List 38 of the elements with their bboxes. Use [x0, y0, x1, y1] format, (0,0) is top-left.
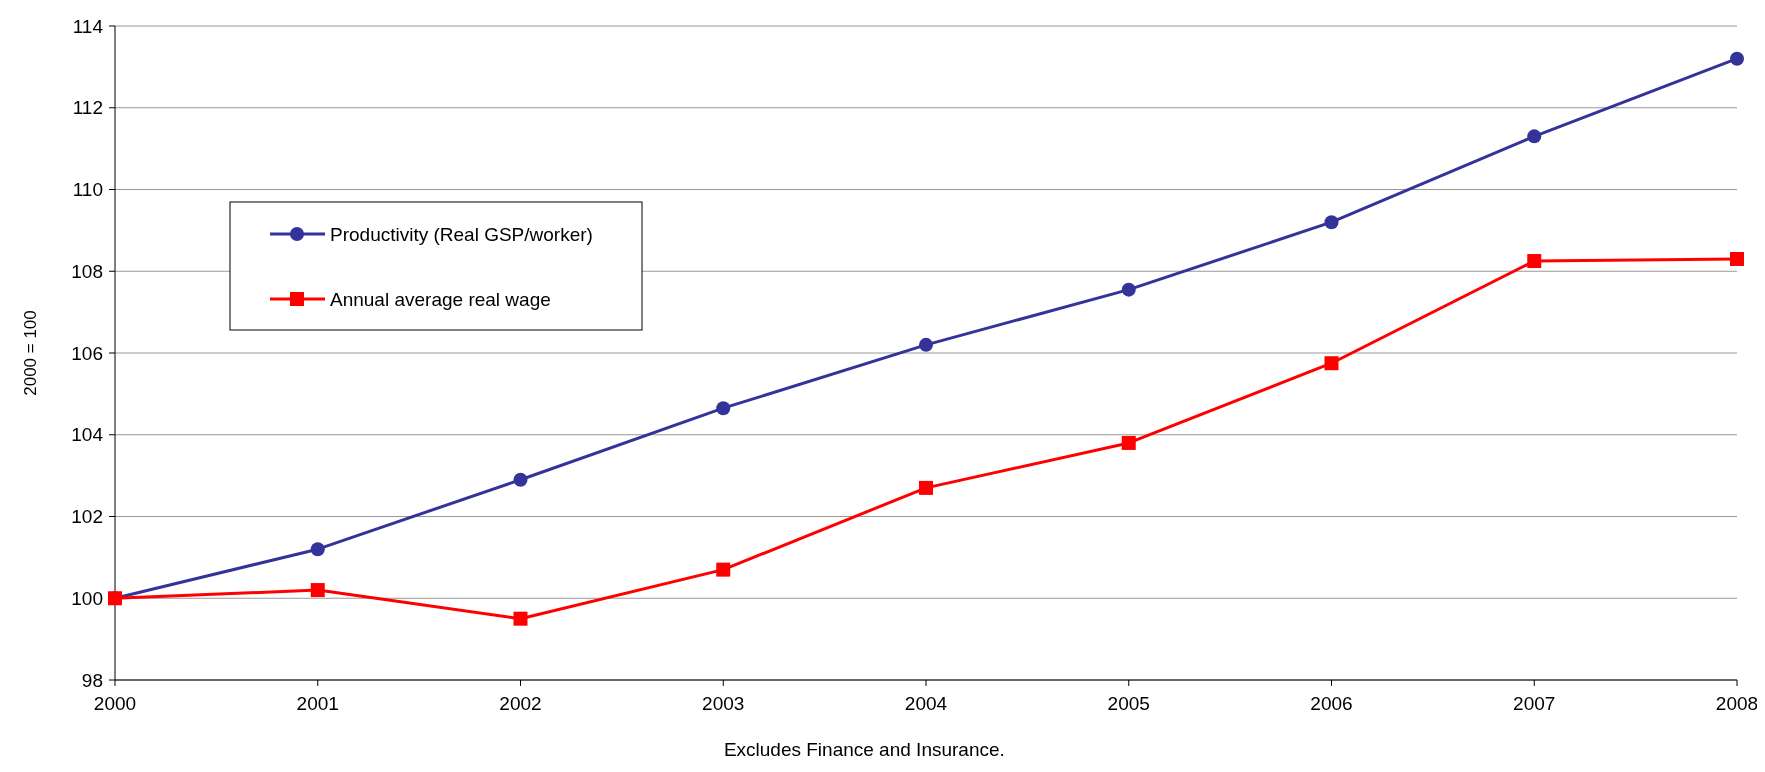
- point: [1324, 356, 1339, 371]
- point: [513, 472, 528, 487]
- point: [513, 611, 528, 626]
- x-tick-label: 2008: [1715, 693, 1759, 714]
- x-tick-label: 2003: [702, 693, 745, 714]
- y-tick-label: 100: [71, 587, 103, 609]
- point: [1730, 251, 1744, 266]
- point: [716, 562, 731, 577]
- point: [1527, 254, 1542, 269]
- y-tick-label: 114: [72, 15, 104, 37]
- x-tick-label: 2002: [499, 693, 542, 714]
- y-tick-label: 108: [71, 260, 103, 282]
- point: [1121, 282, 1136, 297]
- legend-label: Productivity (Real GSP/worker): [330, 223, 593, 245]
- legend-label: Annual average real wage: [330, 288, 551, 310]
- point: [310, 583, 325, 598]
- x-tick-label: 2001: [296, 693, 339, 714]
- text: Excludes Finance and Insurance.: [723, 739, 1005, 760]
- point: [1121, 435, 1136, 450]
- y-axis-title: 2000 = 100: [21, 310, 40, 396]
- y-tick-label: 110: [72, 179, 103, 201]
- point: [1324, 215, 1339, 230]
- y-tick-label: 98: [81, 669, 103, 691]
- point: [1730, 51, 1744, 66]
- x-tick-label: 2006: [1310, 693, 1353, 714]
- y-tick-label: 112: [72, 97, 103, 119]
- y-tick-label: 102: [71, 506, 103, 528]
- x-tick-label: 2007: [1513, 693, 1556, 714]
- point: [919, 337, 933, 352]
- x-tick-label: 2005: [1107, 693, 1150, 714]
- y-tick-label: 106: [71, 342, 103, 364]
- y-tick-label: 104: [71, 424, 104, 446]
- x-tick-label: 2004: [904, 693, 948, 714]
- point: [310, 542, 325, 557]
- point: [1527, 129, 1542, 144]
- x-tick-label: 2000: [93, 693, 137, 714]
- point: [716, 401, 731, 416]
- point: [919, 480, 933, 495]
